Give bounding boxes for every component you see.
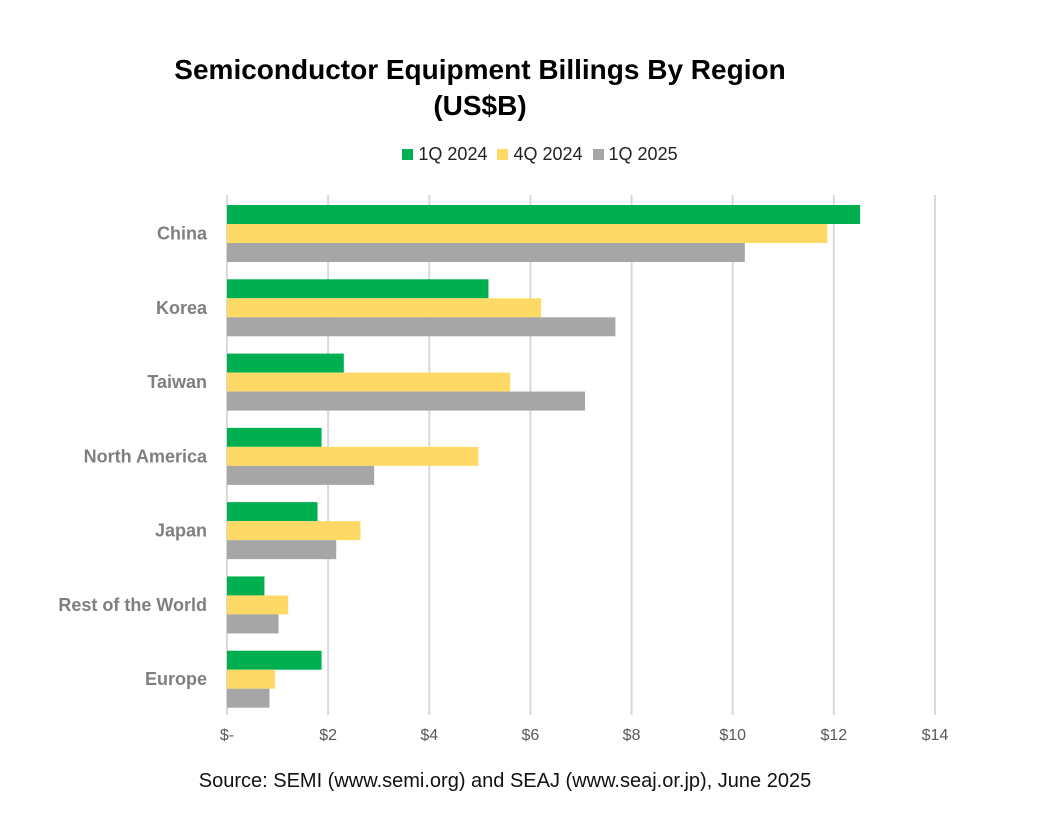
legend-swatch bbox=[592, 149, 604, 160]
bar-4q2024 bbox=[227, 298, 542, 318]
x-tick-label: $12 bbox=[821, 727, 848, 744]
bar-1q2024 bbox=[227, 205, 861, 224]
bar-1q2024 bbox=[227, 502, 318, 522]
x-tick-label: $8 bbox=[623, 727, 641, 744]
legend-label: 1Q 2025 bbox=[608, 144, 678, 164]
x-tick-label: $- bbox=[220, 727, 234, 744]
bar-1q2025 bbox=[227, 391, 586, 411]
bar-1q2024 bbox=[227, 353, 344, 373]
x-tick-label: $6 bbox=[522, 727, 540, 744]
chart-title: Semiconductor Equipment Billings By Regi… bbox=[174, 54, 786, 85]
bar-1q2025 bbox=[227, 465, 375, 485]
legend-swatch bbox=[402, 149, 414, 160]
bar-1q2025 bbox=[227, 614, 279, 634]
legend-label: 4Q 2024 bbox=[513, 144, 583, 164]
legend-item-4q2024: 4Q 2024 bbox=[497, 144, 583, 165]
category-label: China bbox=[157, 224, 208, 244]
bar-1q2025 bbox=[227, 317, 616, 337]
legend-item-1q2025: 1Q 2025 bbox=[592, 144, 678, 165]
category-label: Korea bbox=[156, 298, 208, 318]
bar-4q2024 bbox=[227, 224, 828, 243]
legend-swatch bbox=[497, 149, 509, 160]
category-label: Europe bbox=[145, 669, 207, 689]
bar-1q2024 bbox=[227, 279, 489, 299]
bar-4q2024 bbox=[227, 446, 479, 466]
bar-1q2025 bbox=[227, 540, 337, 560]
x-tick-label: $4 bbox=[420, 727, 438, 744]
category-label: North America bbox=[84, 446, 208, 466]
bar-4q2024 bbox=[227, 521, 361, 541]
x-tick-label: $10 bbox=[719, 727, 746, 744]
bar-1q2025 bbox=[227, 243, 745, 262]
bar-1q2024 bbox=[227, 427, 322, 447]
category-label: Rest of the World bbox=[58, 595, 207, 615]
legend-item-1q2024: 1Q 2024 bbox=[402, 144, 487, 165]
category-label: Taiwan bbox=[147, 372, 207, 392]
source-note: Source: SEMI (www.semi.org) and SEAJ (ww… bbox=[198, 770, 812, 792]
bar-4q2024 bbox=[227, 669, 276, 689]
x-tick-label: $14 bbox=[922, 727, 949, 744]
x-tick-label: $2 bbox=[319, 727, 337, 744]
bar-1q2024 bbox=[227, 576, 265, 596]
bar-1q2025 bbox=[227, 688, 270, 708]
legend-label: 1Q 2024 bbox=[418, 144, 488, 164]
category-label: Japan bbox=[155, 521, 207, 541]
bar-4q2024 bbox=[227, 372, 511, 392]
bar-1q2024 bbox=[227, 650, 322, 670]
bar-4q2024 bbox=[227, 595, 289, 615]
chart-subtitle: (US$B) bbox=[433, 90, 527, 121]
legend: 1Q 2024 4Q 2024 1Q 2025 bbox=[0, 144, 1040, 165]
